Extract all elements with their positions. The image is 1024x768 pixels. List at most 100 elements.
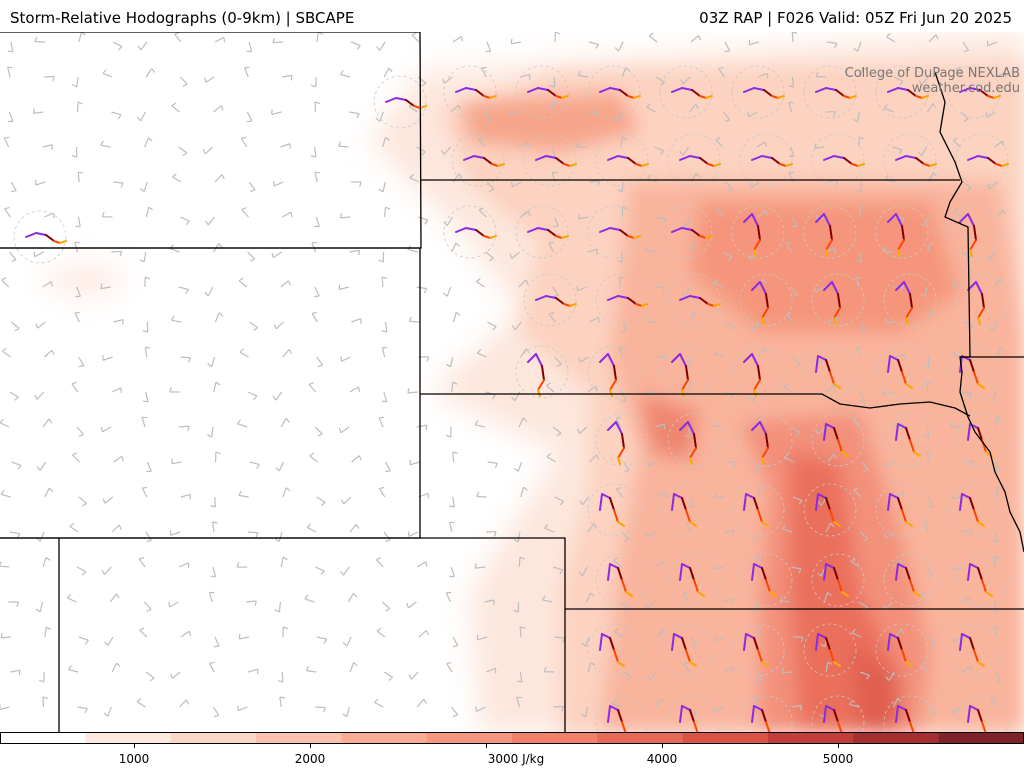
wind-barb bbox=[784, 457, 794, 463]
wind-barb-flag bbox=[544, 524, 549, 529]
wind-barb-flag bbox=[764, 141, 767, 147]
hodograph-segment bbox=[545, 155, 557, 159]
wind-barb bbox=[407, 601, 417, 609]
wind-barb-flag bbox=[146, 539, 152, 543]
range-ring bbox=[803, 65, 857, 119]
wind-barb bbox=[39, 531, 45, 542]
wind-barb bbox=[960, 597, 970, 603]
hodograph-segment bbox=[689, 447, 697, 459]
wind-barb-flag bbox=[662, 560, 666, 566]
hodograph-segment bbox=[465, 227, 477, 231]
wind-barb bbox=[894, 216, 905, 219]
wind-barb bbox=[145, 391, 149, 402]
wind-barb-flag bbox=[899, 81, 904, 86]
wind-barb bbox=[239, 351, 249, 358]
colorbar-segment bbox=[938, 732, 1024, 744]
range-ring bbox=[883, 553, 937, 607]
wind-barb bbox=[248, 41, 253, 52]
wind-barb-flag bbox=[408, 674, 412, 680]
wind-barb-flag bbox=[752, 539, 758, 543]
wind-barb-flag bbox=[853, 118, 858, 123]
wind-barb bbox=[449, 522, 453, 533]
wind-barb-flag bbox=[52, 76, 55, 82]
range-ring bbox=[803, 345, 857, 399]
wind-barb bbox=[7, 67, 11, 78]
wind-barb-flag bbox=[578, 571, 583, 577]
range-ring bbox=[947, 345, 1001, 399]
hodograph-segment bbox=[679, 421, 689, 431]
wind-barb-flag bbox=[376, 46, 381, 51]
wind-barb bbox=[244, 67, 249, 78]
wind-barb bbox=[859, 531, 869, 539]
wind-barb-flag bbox=[171, 102, 177, 107]
hodograph-segment bbox=[753, 705, 763, 711]
wind-barb bbox=[860, 321, 866, 332]
wind-barb-flag bbox=[665, 492, 667, 498]
hodograph-segment bbox=[969, 239, 977, 251]
wind-barb-flag bbox=[103, 712, 109, 717]
wind-barb bbox=[924, 216, 929, 227]
hodograph-segment bbox=[897, 637, 903, 651]
hodograph-segment bbox=[831, 281, 839, 295]
wind-barb-flag bbox=[549, 311, 555, 315]
wind-barb bbox=[478, 138, 486, 148]
wind-barb-flag bbox=[382, 276, 388, 279]
wind-barb bbox=[171, 105, 180, 113]
hodograph-segment bbox=[981, 579, 987, 593]
wind-barb-flag bbox=[137, 45, 142, 51]
wind-barb-flag bbox=[732, 667, 735, 673]
wind-barb bbox=[349, 111, 360, 115]
wind-barb-flag bbox=[271, 252, 274, 258]
wind-barb bbox=[476, 706, 486, 713]
wind-barb-flag bbox=[595, 454, 600, 460]
wind-barb bbox=[280, 418, 287, 428]
wind-barb bbox=[347, 593, 354, 603]
wind-barb-flag bbox=[34, 36, 38, 42]
hodograph-segment bbox=[53, 240, 61, 244]
wind-barb bbox=[758, 209, 767, 218]
wind-barb-flag bbox=[423, 288, 428, 294]
wind-barb-flag bbox=[952, 636, 955, 642]
map-panel[interactable]: College of DuPage NEXLAB weather.cod.edu bbox=[0, 32, 1024, 732]
wind-barb bbox=[409, 177, 420, 183]
wind-barb-flag bbox=[1002, 140, 1005, 146]
wind-barb bbox=[724, 41, 731, 52]
hodograph-segment bbox=[687, 421, 695, 435]
wind-barb bbox=[690, 636, 698, 646]
wind-barb bbox=[384, 321, 388, 332]
colorbar-segment bbox=[0, 732, 86, 744]
wind-barb bbox=[511, 41, 522, 45]
wind-barb bbox=[278, 601, 281, 612]
hodograph-segment bbox=[671, 493, 675, 511]
range-ring bbox=[947, 623, 1001, 677]
wind-barb-flag bbox=[0, 561, 2, 566]
wind-barb bbox=[139, 629, 148, 638]
wind-barb bbox=[485, 251, 494, 259]
wind-barb-flag bbox=[516, 680, 522, 683]
hodograph-segment bbox=[905, 661, 913, 667]
hodograph-segment bbox=[751, 563, 755, 581]
hodograph-segment bbox=[561, 95, 569, 99]
hodograph-segment bbox=[743, 87, 755, 93]
wind-barb-flag bbox=[523, 486, 528, 491]
wind-barb-flag bbox=[406, 602, 409, 609]
wind-barb bbox=[109, 593, 117, 603]
wind-barb bbox=[792, 496, 803, 502]
wind-barb bbox=[445, 592, 451, 603]
wind-barb bbox=[724, 181, 734, 190]
wind-barb bbox=[280, 280, 289, 288]
wind-barb-flag bbox=[662, 287, 666, 293]
wind-barb bbox=[994, 278, 1001, 288]
wind-barb-flag bbox=[863, 469, 869, 473]
wind-barb bbox=[314, 426, 323, 435]
range-ring bbox=[875, 65, 929, 119]
hodograph-segment bbox=[857, 163, 865, 167]
wind-barb bbox=[34, 251, 44, 258]
wind-barb-flag bbox=[11, 190, 17, 193]
wind-barb bbox=[446, 286, 452, 297]
wind-barb-flag bbox=[577, 70, 582, 76]
hodograph-segment bbox=[887, 213, 897, 223]
hodograph-segment bbox=[679, 353, 687, 367]
wind-barb bbox=[514, 321, 522, 331]
wind-barb-flag bbox=[551, 101, 558, 104]
